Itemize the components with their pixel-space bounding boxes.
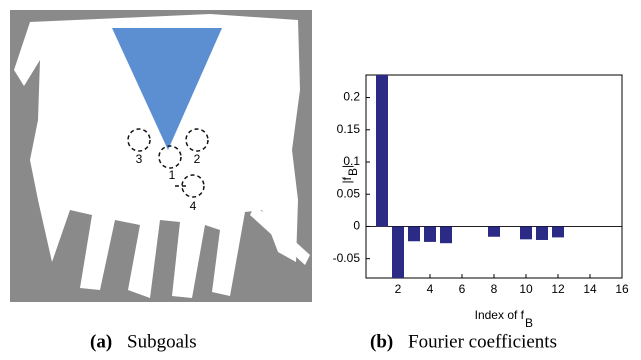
x-label-sub: B [525,316,533,330]
caption-text: Subgoals [127,331,197,352]
subgoal-label: 2 [194,152,201,166]
y-label-sub: B [346,168,360,176]
subgoal-label: 3 [136,152,143,166]
page: 1 2 3 4 (a) Subgoals (b) Fourier coeffic… [0,0,641,360]
x-label-main: Index of f [475,308,525,322]
x-tick-label: 10 [519,282,533,296]
bar [440,226,452,243]
y-label-main: |f [340,176,354,183]
x-tick-label: 6 [459,282,466,296]
y-tick-label: 0 [353,219,360,233]
bar [552,226,564,237]
x-tick-label: 8 [491,282,498,296]
x-tick-label: 14 [583,282,597,296]
figure: 1 2 3 4 (a) Subgoals (b) Fourier coeffic… [0,0,641,360]
y-tick-label: 0.1 [343,154,360,168]
y-tick-label: 0.15 [337,122,361,136]
caption-label: (b) [370,331,393,352]
bar [424,226,436,241]
x-tick-label: 12 [551,282,565,296]
bar [520,226,532,239]
bar [408,226,420,241]
caption-label: (a) [90,331,112,352]
bar [488,226,500,236]
plot-frame [366,75,622,278]
bar [392,226,404,278]
x-tick-label: 2 [395,282,402,296]
y-tick-label: 0.2 [343,90,360,104]
bar [376,75,388,226]
subgoal-label: 1 [169,168,176,182]
y-tick-label: 0.05 [337,186,361,200]
subgoal-label: 4 [190,199,197,213]
x-tick-label: 16 [615,282,629,296]
bar [536,226,548,240]
x-tick-label: 4 [427,282,434,296]
y-tick-label: -0.05 [333,251,361,265]
caption-text: Fourier coefficients [408,331,557,352]
